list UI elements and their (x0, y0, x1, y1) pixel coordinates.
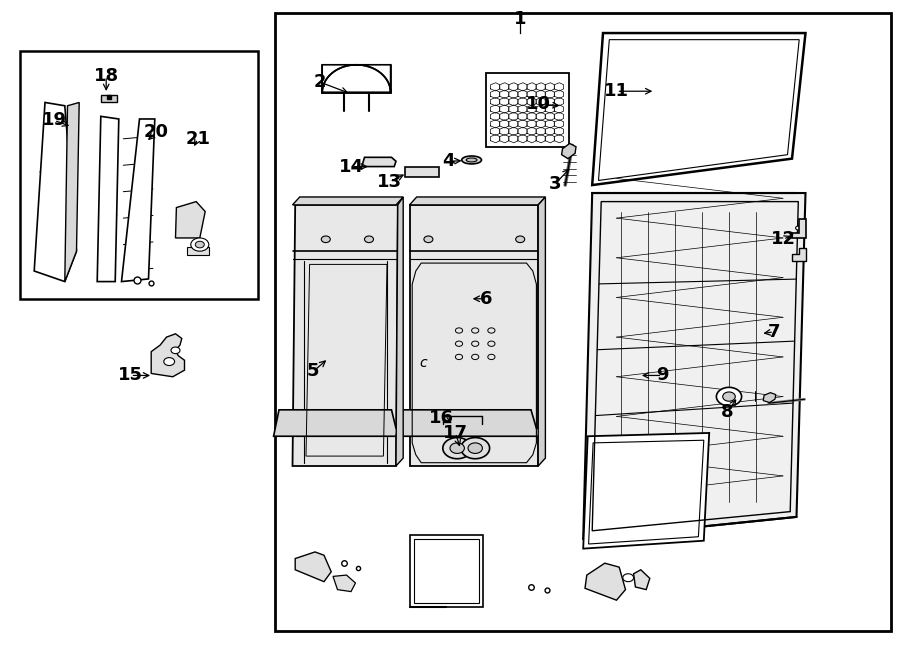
Bar (414, 539, 479, 603)
Text: 1: 1 (514, 9, 526, 28)
Text: 19: 19 (41, 111, 67, 130)
Polygon shape (583, 433, 709, 549)
Bar (745, 391, 765, 401)
Polygon shape (274, 410, 405, 436)
Polygon shape (176, 202, 205, 238)
Text: 10: 10 (526, 95, 551, 114)
Circle shape (796, 226, 801, 230)
Polygon shape (583, 193, 806, 539)
Text: c: c (419, 356, 427, 370)
Polygon shape (410, 205, 538, 466)
Text: 5: 5 (307, 362, 320, 381)
Polygon shape (405, 167, 439, 177)
Polygon shape (292, 197, 403, 205)
Circle shape (516, 236, 525, 243)
Polygon shape (333, 575, 356, 592)
Polygon shape (792, 219, 806, 238)
Text: 17: 17 (443, 424, 468, 442)
Text: 15: 15 (118, 366, 143, 385)
Text: 6: 6 (480, 290, 492, 308)
Text: 18: 18 (94, 67, 119, 85)
Polygon shape (34, 102, 76, 282)
Bar (101, 95, 117, 102)
Text: 8: 8 (721, 403, 734, 422)
Polygon shape (792, 248, 806, 261)
Text: 20: 20 (144, 123, 169, 141)
Polygon shape (592, 33, 806, 185)
Polygon shape (585, 563, 625, 600)
Bar (455, 446, 477, 451)
Circle shape (723, 392, 735, 401)
Polygon shape (122, 119, 155, 282)
Polygon shape (322, 65, 391, 93)
Text: 11: 11 (604, 82, 629, 100)
Circle shape (364, 236, 373, 243)
Polygon shape (410, 197, 545, 205)
Polygon shape (151, 334, 184, 377)
Polygon shape (562, 143, 576, 159)
Circle shape (716, 387, 742, 406)
Polygon shape (538, 197, 545, 466)
Text: 7: 7 (768, 323, 780, 341)
Ellipse shape (466, 158, 477, 162)
Bar (486, 73, 569, 147)
Polygon shape (292, 205, 398, 466)
Text: 13: 13 (377, 173, 402, 191)
Text: 14: 14 (338, 157, 364, 176)
Polygon shape (295, 552, 331, 582)
Text: 4: 4 (442, 152, 454, 171)
Circle shape (468, 443, 482, 453)
Ellipse shape (462, 156, 482, 164)
Text: 2: 2 (313, 73, 326, 91)
Circle shape (623, 574, 634, 582)
Polygon shape (396, 197, 403, 466)
Circle shape (191, 238, 209, 251)
Text: 16: 16 (428, 408, 454, 427)
Circle shape (450, 443, 464, 453)
Text: 21: 21 (185, 130, 211, 148)
Text: 3: 3 (549, 175, 562, 193)
Bar (410, 535, 483, 607)
Circle shape (171, 347, 180, 354)
Polygon shape (97, 116, 119, 282)
Circle shape (443, 438, 472, 459)
Circle shape (461, 438, 490, 459)
Circle shape (195, 241, 204, 248)
Polygon shape (65, 102, 79, 282)
Text: 9: 9 (656, 366, 669, 385)
Bar (187, 247, 209, 255)
Polygon shape (362, 157, 396, 167)
Polygon shape (634, 570, 650, 590)
Bar (20, 51, 258, 299)
Circle shape (424, 236, 433, 243)
Circle shape (321, 236, 330, 243)
Polygon shape (396, 410, 545, 436)
Bar (274, 13, 891, 631)
Polygon shape (763, 393, 776, 403)
Circle shape (164, 358, 175, 366)
Text: 12: 12 (770, 230, 796, 249)
